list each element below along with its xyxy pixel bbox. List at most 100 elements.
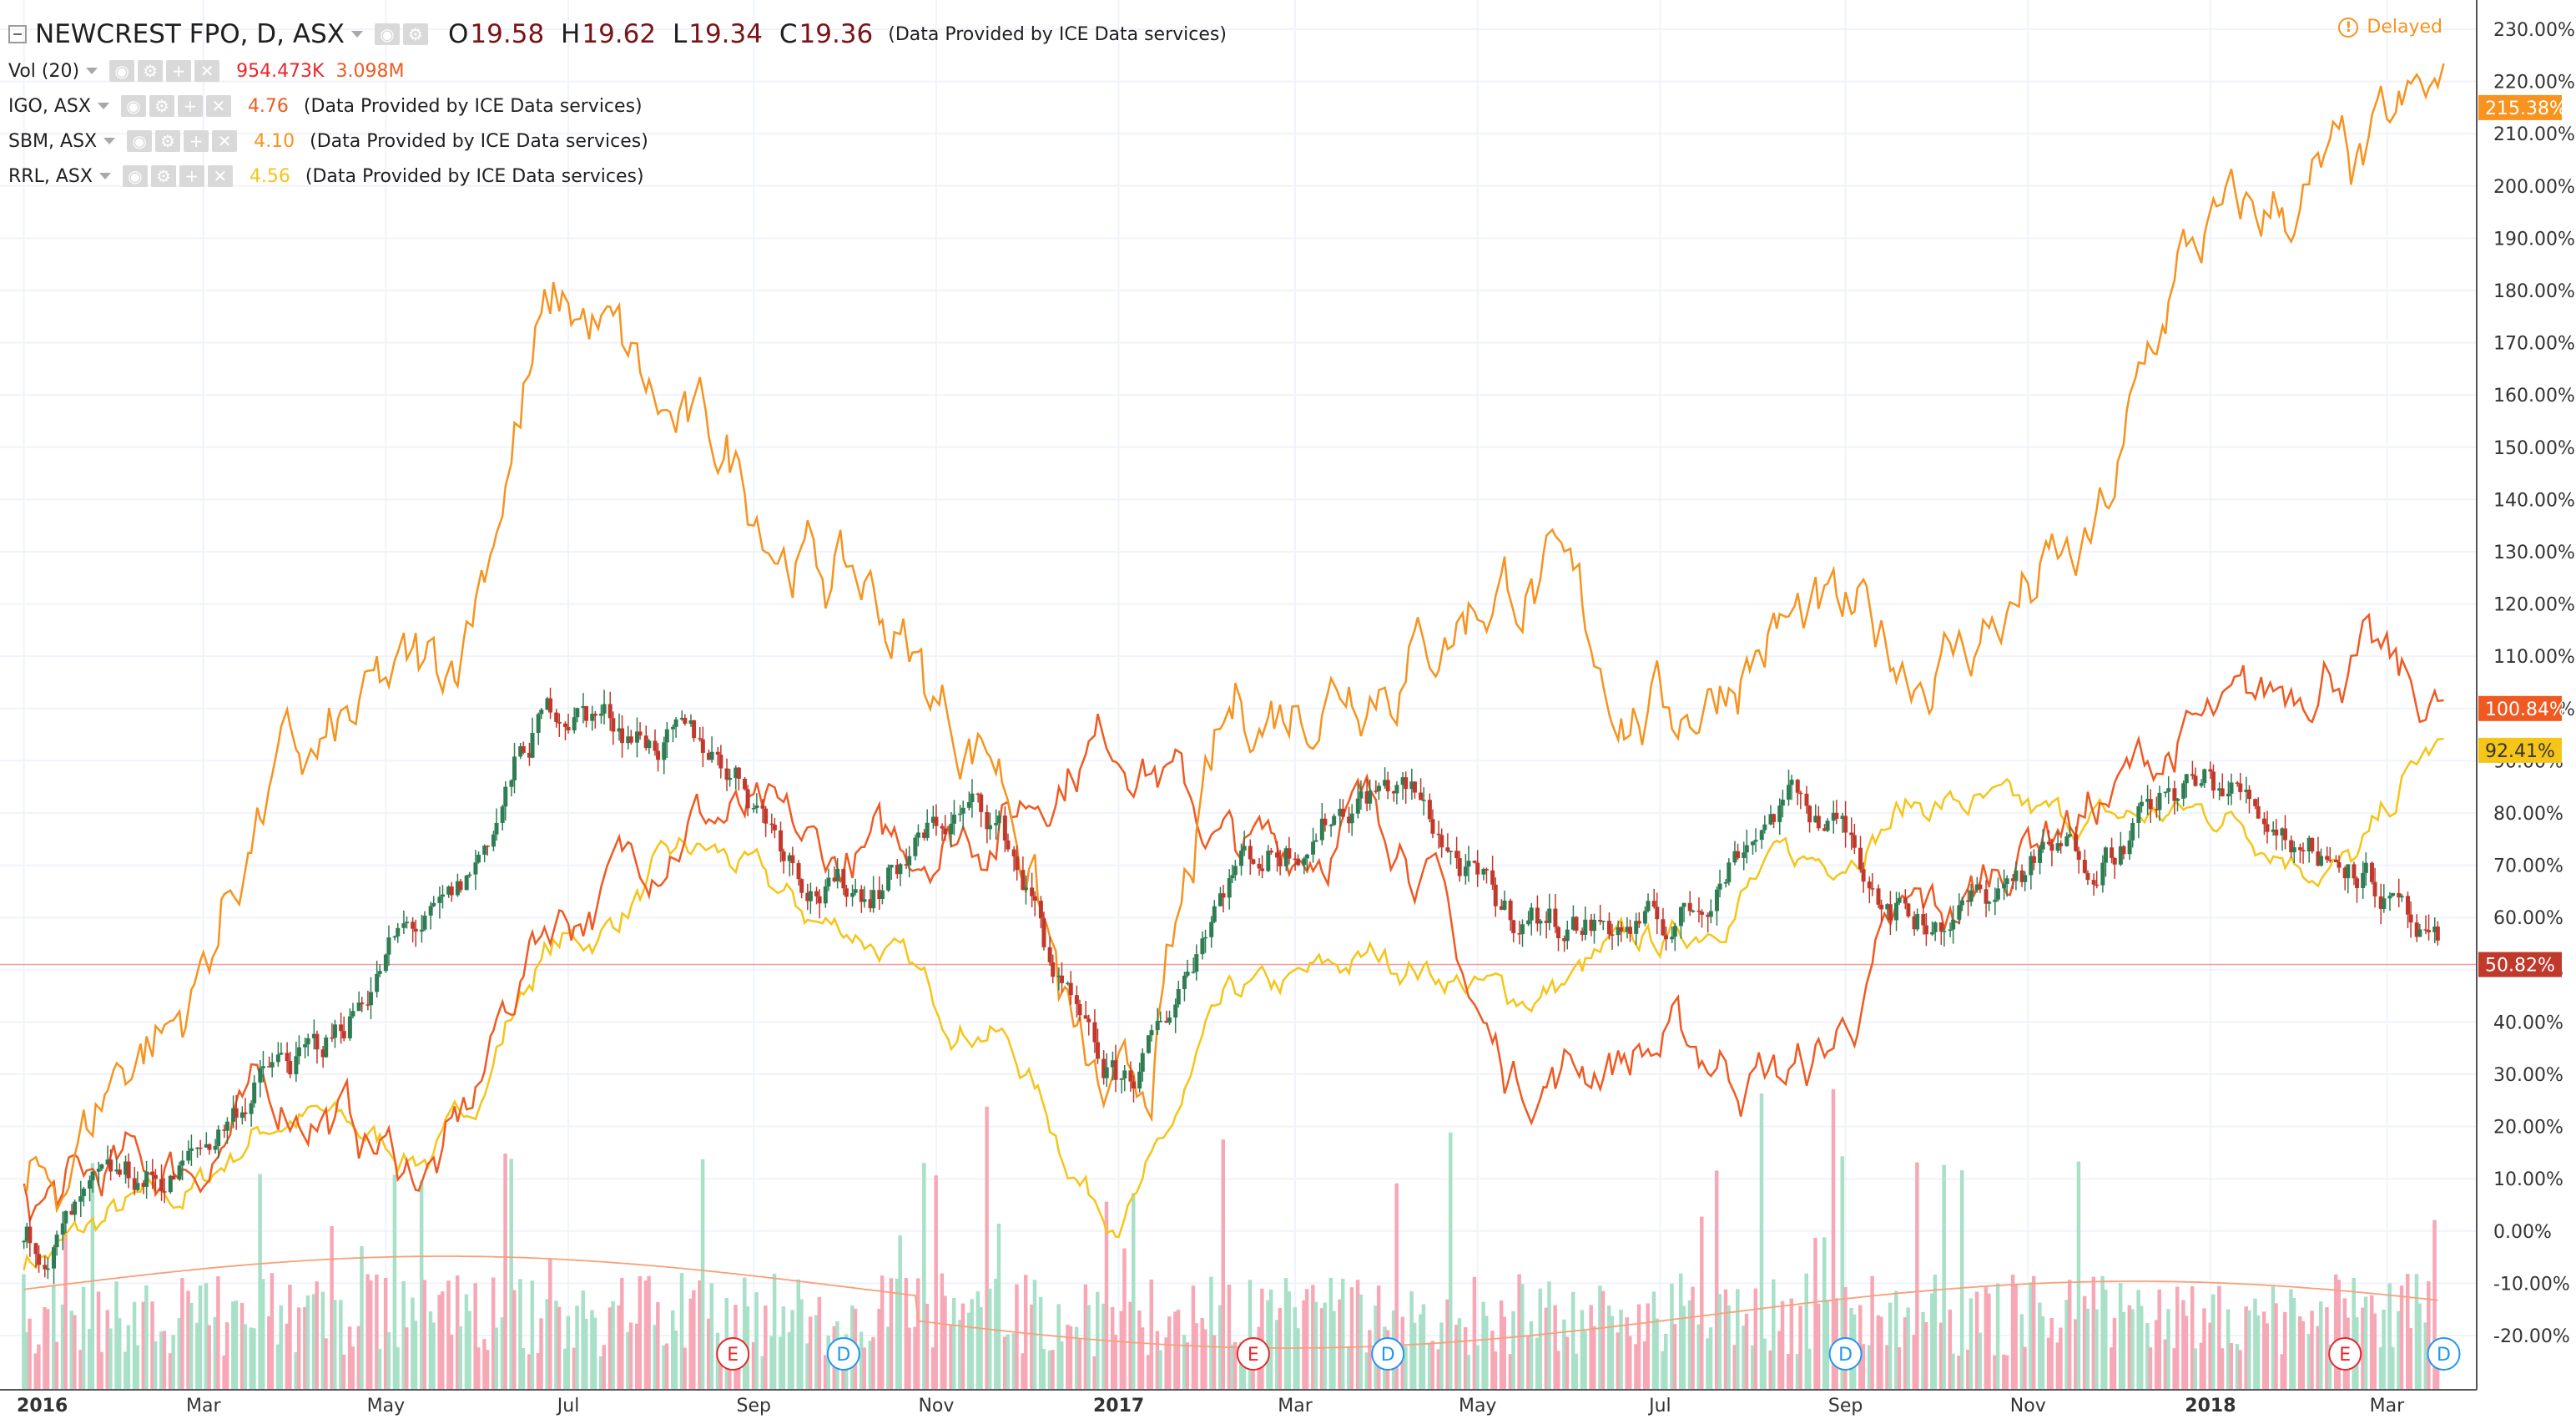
eye-icon[interactable]: ◉	[109, 60, 135, 82]
candle-body	[437, 896, 442, 903]
chevron-down-icon[interactable]	[103, 138, 116, 144]
x-tick-label: Sep	[737, 1396, 771, 1416]
eye-icon[interactable]: ◉	[127, 130, 153, 152]
candle-body	[1233, 866, 1238, 876]
volume-bar	[1544, 1307, 1549, 1390]
volume-bar	[996, 1223, 1001, 1390]
candle-body	[958, 813, 963, 816]
volume-bar	[1879, 1316, 1883, 1390]
chevron-down-icon[interactable]	[98, 173, 111, 179]
volume-bar	[377, 1348, 382, 1390]
candle-body	[1191, 972, 1196, 973]
chevron-down-icon[interactable]	[97, 103, 109, 109]
volume-bar	[1861, 1344, 1866, 1390]
close-icon[interactable]: ✕	[205, 95, 231, 117]
volume-bar	[341, 1354, 346, 1390]
candle-body	[2289, 840, 2294, 853]
candle-body	[1128, 1070, 1133, 1082]
volume-bar	[464, 1294, 469, 1390]
gear-icon[interactable]: ⚙	[138, 60, 164, 82]
plus-icon[interactable]: +	[177, 95, 203, 117]
marker-circle	[1828, 1337, 1863, 1371]
eye-icon[interactable]: ◉	[122, 165, 148, 187]
volume-bar	[1678, 1273, 1683, 1390]
candle-body	[1888, 904, 1893, 921]
volume-bar	[617, 1305, 621, 1390]
volume-bar	[2226, 1309, 2231, 1390]
volume-bar	[1807, 1348, 1812, 1390]
candle-body	[54, 1235, 59, 1248]
volume-bar	[1795, 1354, 1800, 1390]
candle-body	[383, 954, 388, 972]
plus-icon[interactable]: +	[184, 130, 209, 152]
candle-body	[1257, 863, 1262, 869]
candle-body	[249, 1103, 254, 1114]
collapse-icon[interactable]	[8, 25, 27, 43]
earnings-marker[interactable]: E	[716, 1337, 750, 1371]
candle-body	[243, 1112, 248, 1114]
volume-bar	[769, 1336, 774, 1390]
compare-row-igo[interactable]: IGO, ASX ◉ ⚙ + ✕ 4.76 (Data Provided by …	[8, 88, 1227, 124]
candle-body	[2346, 864, 2351, 879]
candle-body	[2031, 856, 2036, 863]
candle-body	[832, 877, 837, 881]
close-icon[interactable]: ✕	[212, 130, 238, 152]
volume-bar	[1077, 1338, 1081, 1390]
volume-bar	[1323, 1302, 1327, 1390]
delayed-indicator[interactable]: ! Delayed	[2338, 17, 2442, 38]
volume-bar	[1616, 1332, 1621, 1390]
candle-body	[1101, 1058, 1107, 1078]
candle-body	[1278, 857, 1283, 866]
candle-body	[422, 915, 427, 930]
dividend-marker[interactable]: D	[826, 1337, 860, 1371]
gear-icon[interactable]: ⚙	[403, 23, 429, 45]
close-icon[interactable]: ✕	[207, 165, 233, 187]
candle-body	[360, 1002, 365, 1005]
x-tick-label: 2016	[17, 1396, 68, 1416]
earnings-marker[interactable]: E	[2328, 1337, 2362, 1371]
candle-body	[1493, 884, 1498, 906]
volume-bar	[1200, 1317, 1204, 1390]
earnings-marker[interactable]: E	[1236, 1337, 1270, 1371]
candle-body	[234, 1108, 239, 1119]
volume-bar	[1056, 1304, 1061, 1390]
volume-row[interactable]: Vol (20) ◉ ⚙ + ✕ 954.473K 3.098M	[8, 53, 1227, 88]
volume-bar	[213, 1316, 218, 1390]
volume-bar	[643, 1280, 648, 1390]
gear-icon[interactable]: ⚙	[149, 95, 174, 117]
chevron-down-icon[interactable]	[351, 31, 364, 38]
plus-icon[interactable]: +	[179, 165, 204, 187]
candle-body	[1200, 938, 1205, 955]
symbol-title[interactable]: NEWCREST FPO, D, ASX	[35, 19, 345, 49]
compare-row-sbm[interactable]: SBM, ASX ◉ ⚙ + ✕ 4.10 (Data Provided by …	[8, 124, 1227, 159]
volume-bar	[1275, 1320, 1279, 1390]
volume-bar	[449, 1334, 454, 1390]
candle-body	[1762, 824, 1767, 831]
candle-body	[779, 830, 784, 852]
close-icon[interactable]: ✕	[194, 60, 220, 82]
dividend-marker[interactable]: D	[1371, 1337, 1405, 1371]
candle-body	[1021, 870, 1026, 891]
volume-bar	[1185, 1342, 1190, 1390]
volume-bar	[751, 1341, 756, 1390]
plus-icon[interactable]: +	[166, 60, 192, 82]
candle-body	[1023, 887, 1028, 891]
gear-icon[interactable]: ⚙	[150, 165, 176, 187]
compare-row-rrl[interactable]: RRL, ASX ◉ ⚙ + ✕ 4.56 (Data Provided by …	[8, 159, 1227, 194]
volume-bar	[2064, 1300, 2069, 1390]
volume-bar	[787, 1331, 792, 1390]
dividend-marker[interactable]: D	[1828, 1337, 1863, 1371]
volume-bar	[966, 1312, 971, 1390]
chevron-down-icon[interactable]	[86, 68, 98, 74]
delayed-label: Delayed	[2367, 17, 2442, 38]
volume-bar	[1439, 1322, 1444, 1390]
gear-icon[interactable]: ⚙	[155, 130, 181, 152]
volume-bar	[2049, 1317, 2054, 1390]
eye-icon[interactable]: ◉	[120, 95, 146, 117]
candle-body	[554, 712, 559, 722]
dividend-marker[interactable]: D	[2427, 1337, 2461, 1371]
eye-icon[interactable]: ◉	[375, 23, 401, 45]
main-symbol-row[interactable]: NEWCREST FPO, D, ASX ◉ ⚙ O19.58 H19.62 L…	[8, 15, 1227, 53]
